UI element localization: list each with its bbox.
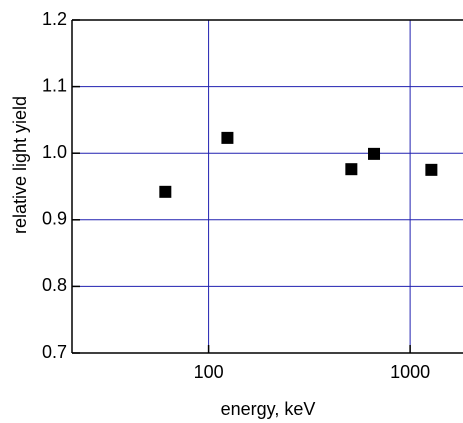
y-tick-label: 1.1 bbox=[42, 75, 67, 95]
point bbox=[368, 147, 381, 160]
point bbox=[345, 163, 358, 176]
point bbox=[425, 163, 438, 176]
y-tick-label: 1.2 bbox=[42, 9, 67, 29]
point bbox=[159, 185, 172, 198]
y-tick-label: 1.0 bbox=[42, 142, 67, 162]
x-axis-label: energy, keV bbox=[221, 399, 316, 419]
y-tick-label: 0.9 bbox=[42, 209, 67, 229]
y-axis-label: relative light yield bbox=[10, 96, 30, 234]
y-tick-label: 0.8 bbox=[42, 275, 67, 295]
y-tick-label: 0.7 bbox=[42, 342, 67, 362]
x-tick-label: 1000 bbox=[390, 362, 430, 382]
x-tick-label: 100 bbox=[194, 362, 224, 382]
point bbox=[221, 131, 234, 144]
